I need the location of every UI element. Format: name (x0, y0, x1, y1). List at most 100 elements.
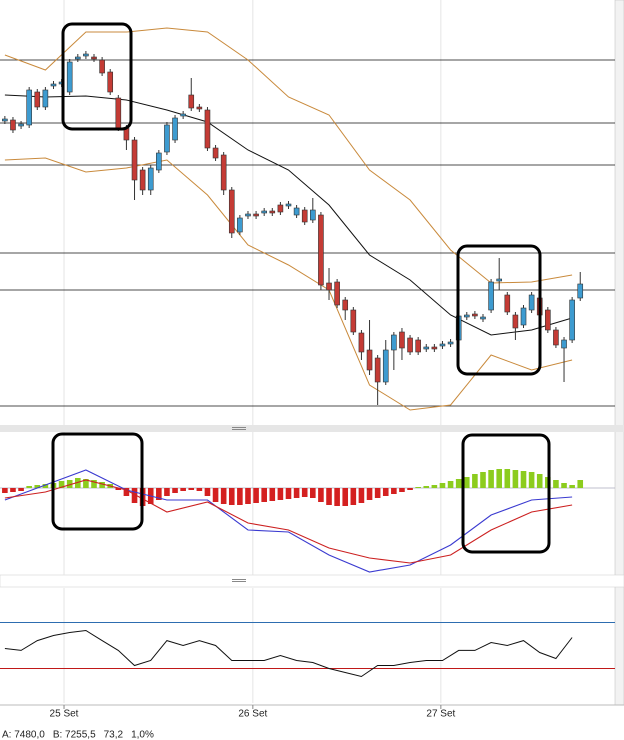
candle-body (366, 349, 373, 371)
histogram-bar (301, 488, 308, 497)
histogram-bar (66, 480, 73, 488)
candle-body (407, 337, 413, 353)
histogram-bar (172, 488, 178, 493)
histogram-bar (74, 478, 81, 488)
highlight-box (456, 244, 542, 376)
histogram-bar (512, 470, 519, 488)
histogram-bar (463, 477, 470, 488)
histogram-bar (99, 482, 105, 488)
indicator-line (4, 157, 573, 411)
candle-body (91, 56, 97, 60)
candle-body (188, 94, 195, 109)
candle-body (237, 217, 243, 233)
histogram-bar (366, 488, 373, 500)
candle-body (528, 294, 535, 311)
histogram-bar (237, 488, 243, 505)
histogram-bar (18, 488, 24, 491)
histogram-bar (561, 483, 567, 488)
candle-body (326, 282, 332, 291)
candle-body (269, 210, 276, 214)
candle-body (99, 59, 105, 74)
x-tick-label: 25 Set (50, 709, 79, 720)
histogram-bar (115, 488, 122, 490)
candle-body (512, 314, 519, 329)
histogram-bar (577, 480, 584, 488)
candle-body (569, 299, 575, 341)
oscillator-line (4, 629, 573, 678)
candle-body (83, 53, 89, 57)
panel-divider (0, 574, 624, 588)
candle-body (382, 349, 389, 383)
histogram-bar (569, 485, 575, 488)
histogram-bar (407, 488, 413, 490)
candle-body (66, 61, 73, 93)
candle-body (310, 209, 316, 221)
candle-body (342, 299, 349, 311)
histogram-bar (334, 488, 340, 506)
highlight-box (51, 432, 144, 531)
histogram-bar (358, 488, 365, 503)
histogram-bar (342, 488, 349, 506)
candle-body (277, 204, 284, 213)
candle-body (553, 329, 559, 346)
histogram-bar (480, 472, 486, 488)
histogram-bar (528, 472, 535, 488)
divider-handle (232, 427, 246, 430)
candle-body (2, 118, 8, 122)
footer-value: A: 7480,0 (2, 730, 45, 740)
histogram-bar (164, 488, 170, 496)
candle-body (391, 334, 397, 351)
histogram-bar (156, 488, 162, 500)
candle-body (358, 332, 365, 353)
candle-body (350, 309, 357, 333)
candle-body (545, 309, 551, 331)
histogram-bar (261, 488, 267, 502)
histogram-bar (188, 488, 195, 490)
footer-value: B: 7255,5 (53, 730, 96, 740)
candle-body (504, 294, 511, 313)
candle-body (10, 119, 16, 131)
histogram-bar (285, 488, 292, 499)
x-tick-label: 26 Set (238, 709, 267, 720)
histogram-bar (496, 469, 502, 488)
histogram-bar (91, 480, 97, 488)
candle-body (431, 346, 438, 350)
candle-body (34, 91, 41, 108)
candle-body (261, 210, 267, 214)
candle-body (139, 169, 146, 191)
candle-body (74, 56, 81, 60)
candle-body (285, 203, 292, 207)
candle-body (488, 281, 494, 311)
histogram-bar (131, 488, 138, 503)
indicator-line (4, 479, 573, 564)
histogram-bar (423, 486, 430, 488)
indicator-line (4, 94, 573, 336)
histogram-bar (310, 488, 316, 498)
plot-layer: 25 Set 26 Set 27 Set (0, 0, 615, 720)
candle-body (228, 189, 235, 234)
histogram-bar (504, 469, 511, 488)
histogram-bar (228, 488, 235, 505)
histogram-bar (204, 488, 211, 496)
histogram-bar (391, 488, 397, 494)
histogram-bar (431, 485, 438, 488)
highlight-box (61, 22, 133, 131)
histogram-bar (212, 488, 219, 502)
candle-body (18, 123, 24, 127)
candle-body (50, 83, 57, 87)
candle-body (520, 307, 527, 326)
candle-body (204, 109, 211, 149)
indicator-line (4, 27, 573, 284)
candle-body (318, 214, 324, 286)
histogram-bar (536, 474, 543, 488)
candle-body (334, 281, 340, 306)
histogram-bar (10, 488, 16, 492)
candle-body (156, 152, 162, 171)
histogram-bar (326, 488, 332, 505)
candle-body (561, 339, 567, 349)
candle-body (220, 154, 227, 191)
candle-body (480, 316, 486, 320)
histogram-bar (34, 485, 41, 488)
candle-body (42, 89, 49, 108)
divider-handle (232, 579, 246, 582)
